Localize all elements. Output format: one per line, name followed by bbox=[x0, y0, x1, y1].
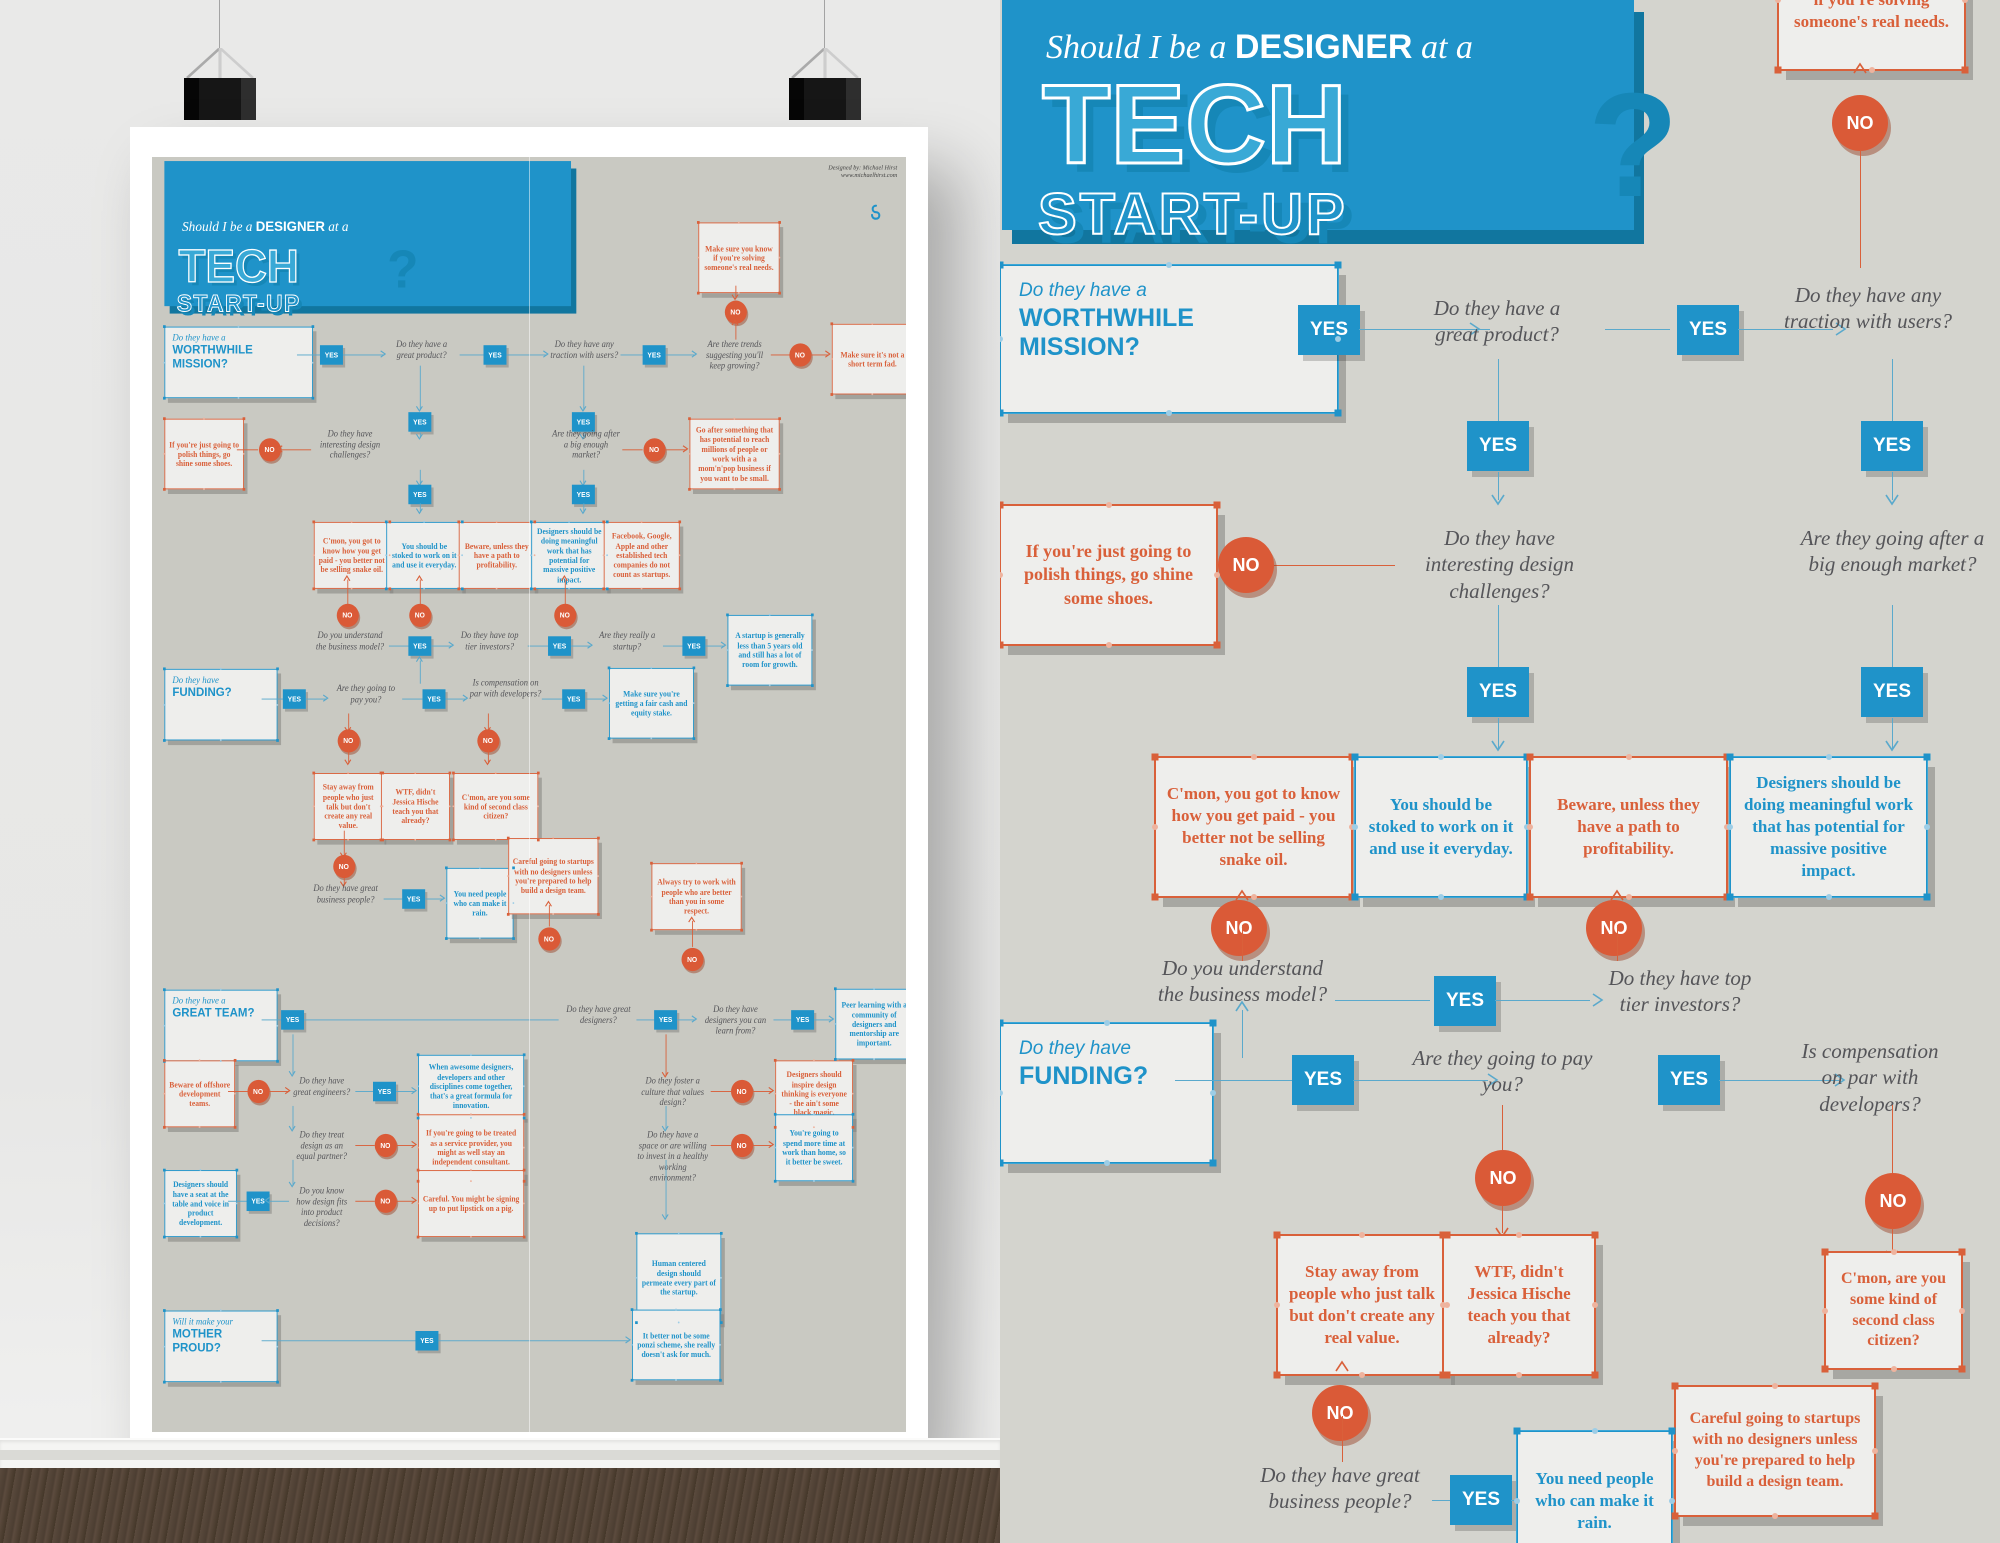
svg-text:START-UP: START-UP bbox=[1038, 182, 1348, 247]
svg-text:TECH: TECH bbox=[179, 240, 299, 292]
svg-text:?: ? bbox=[1588, 63, 1678, 228]
svg-text:START-UP: START-UP bbox=[177, 290, 301, 317]
svg-text:?: ? bbox=[387, 239, 418, 299]
svg-text:TECH: TECH bbox=[1042, 62, 1347, 187]
